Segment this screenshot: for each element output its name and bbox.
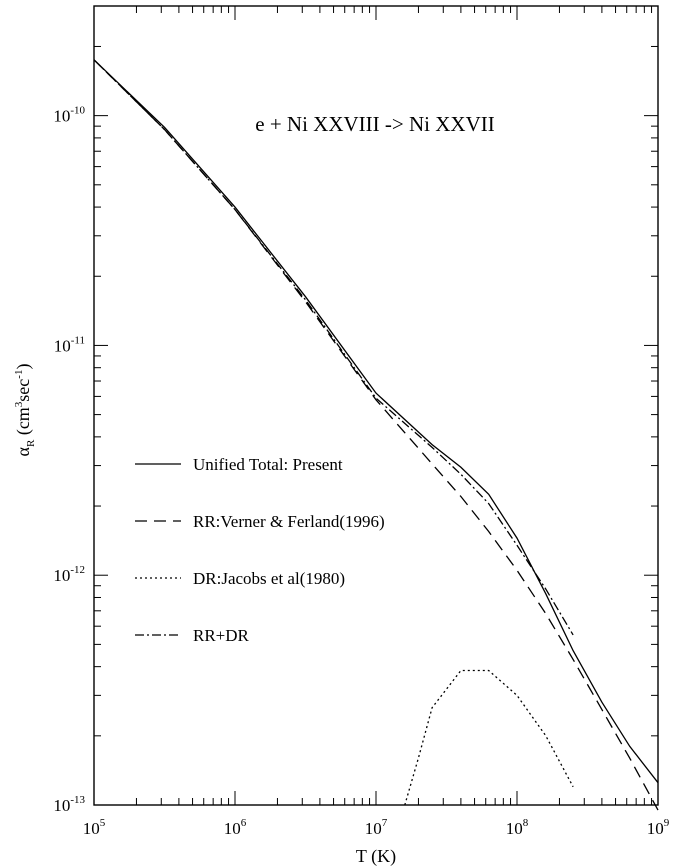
x-axis-label: T (K) (356, 846, 396, 867)
legend-label: RR+DR (193, 626, 250, 645)
chart-title: e + Ni XXVIII -> Ni XXVII (255, 112, 494, 136)
x-tick-label: 108 (506, 817, 529, 838)
legend: Unified Total: Present RR:Verner & Ferlan… (135, 455, 385, 645)
y-axis-label: αR (cm3sec-1) (13, 364, 37, 457)
x-tick-label: 106 (224, 817, 247, 838)
legend-label: DR:Jacobs et al(1980) (193, 569, 345, 588)
series-line (93, 59, 659, 784)
y-tick-label: 10-13 (53, 794, 85, 815)
series-line (404, 669, 574, 806)
x-tick-label: 109 (647, 817, 670, 838)
x-tick-label: 105 (83, 817, 106, 838)
x-tick-label: 107 (365, 817, 388, 838)
legend-label: Unified Total: Present (193, 455, 343, 474)
y-tick-label: 10-11 (54, 334, 85, 355)
y-tick-label: 10-10 (53, 105, 85, 126)
series-line (93, 59, 659, 811)
y-tick-label: 10-12 (53, 564, 85, 585)
axis-tick-labels: 105 106 107 108 109 10-13 10-12 10-11 10-10 (53, 105, 669, 838)
data-curves (93, 59, 659, 811)
legend-label: RR:Verner & Ferland(1996) (193, 512, 385, 531)
series-line (93, 59, 574, 636)
